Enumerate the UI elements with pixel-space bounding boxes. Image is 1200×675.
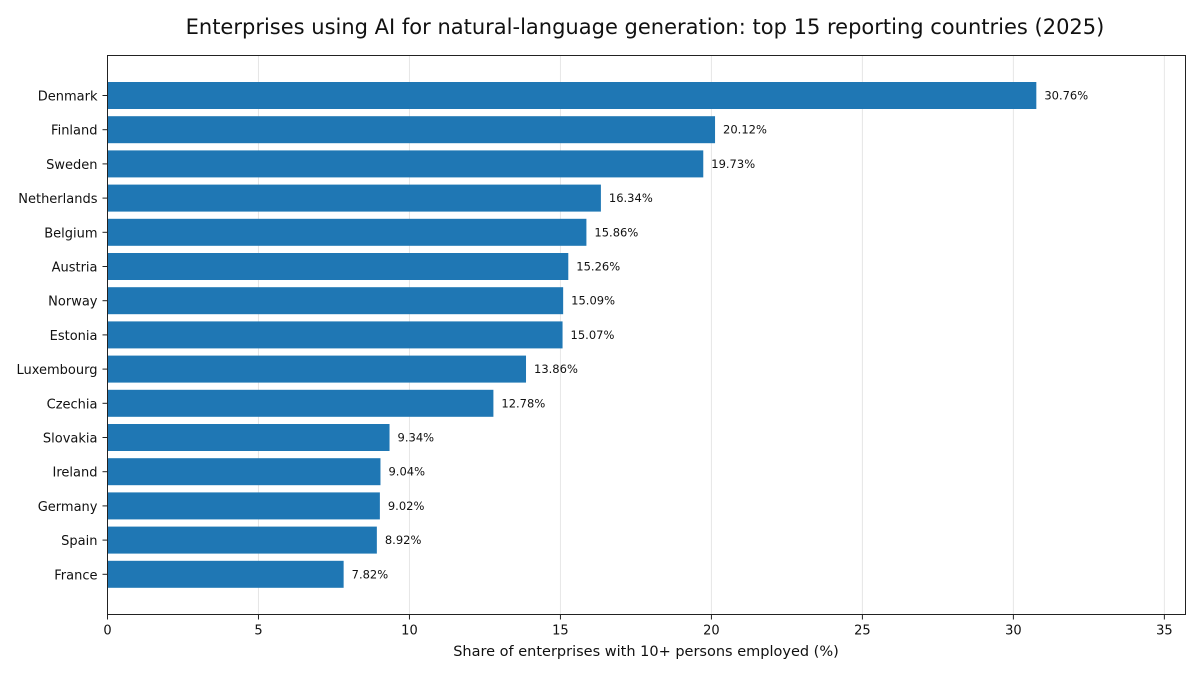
bar-value-label: 15.86%: [594, 225, 638, 239]
bar-value-label: 9.04%: [388, 465, 425, 479]
x-axis-ticks: 0 5 10 15 20 25 30 35: [103, 614, 1173, 639]
bar: [107, 184, 601, 212]
category-label: France: [54, 568, 97, 583]
category-label: Denmark: [38, 90, 98, 105]
bar-value-label: 8.92%: [385, 533, 422, 547]
bar-value-label: 30.76%: [1044, 89, 1088, 103]
bar: [107, 82, 1037, 109]
category-label: Spain: [61, 534, 97, 549]
category-label: Austria: [52, 261, 98, 276]
bar-value-label: 9.02%: [388, 499, 425, 513]
bar-value-label: 12.78%: [501, 396, 545, 410]
bar-value-label: 15.26%: [576, 260, 620, 274]
x-tick-label: 15: [552, 624, 569, 639]
category-label: Finland: [51, 124, 97, 139]
bar: [107, 116, 716, 144]
bar: [107, 321, 563, 349]
bar-value-label: 13.86%: [534, 362, 578, 376]
category-label: Norway: [48, 295, 98, 310]
chart-title: Enterprises using AI for natural-languag…: [186, 15, 1105, 39]
bar: [107, 287, 564, 315]
bars: [107, 82, 1037, 588]
bar: [107, 150, 704, 178]
bar: [107, 560, 344, 588]
bar-value-label: 15.07%: [571, 328, 615, 342]
category-label: Ireland: [53, 466, 98, 481]
bar: [107, 218, 587, 246]
bar: [107, 424, 390, 451]
x-tick-label: 25: [854, 624, 871, 639]
x-tick-label: 5: [254, 624, 262, 639]
bar-value-label: 19.73%: [711, 157, 755, 171]
x-tick-label: 35: [1156, 624, 1173, 639]
bar-value-label: 7.82%: [352, 567, 389, 581]
x-tick-label: 10: [401, 624, 418, 639]
category-label: Belgium: [44, 226, 97, 241]
bar: [107, 253, 569, 280]
category-label: Czechia: [47, 397, 98, 412]
x-tick-label: 20: [703, 624, 720, 639]
bar-value-label: 20.12%: [723, 123, 767, 137]
category-label: Netherlands: [18, 192, 97, 207]
category-label: Slovakia: [43, 432, 98, 447]
bar: [107, 389, 494, 417]
bar: [107, 526, 377, 554]
x-tick-label: 30: [1005, 624, 1022, 639]
bar: [107, 492, 380, 520]
bar: [107, 458, 381, 486]
category-label: Luxembourg: [16, 363, 97, 378]
bar: [107, 355, 527, 383]
category-labels: Denmark Finland Sweden Netherlands Belgium Au…: [16, 90, 108, 583]
category-label: Germany: [38, 500, 98, 515]
x-axis-title: Share of enterprises with 10+ persons em…: [453, 644, 839, 660]
x-tick-label: 0: [103, 624, 111, 639]
category-label: Sweden: [46, 158, 97, 173]
bar-value-label: 9.34%: [398, 431, 435, 445]
bar-value-label: 15.09%: [571, 294, 615, 308]
value-labels: 30.76% 20.12% 19.73% 16.34% 15.86% 15.26% 15.0…: [352, 89, 1089, 582]
plot-frame: [107, 55, 1186, 615]
category-label: Estonia: [50, 329, 98, 344]
bar-value-label: 16.34%: [609, 191, 653, 205]
